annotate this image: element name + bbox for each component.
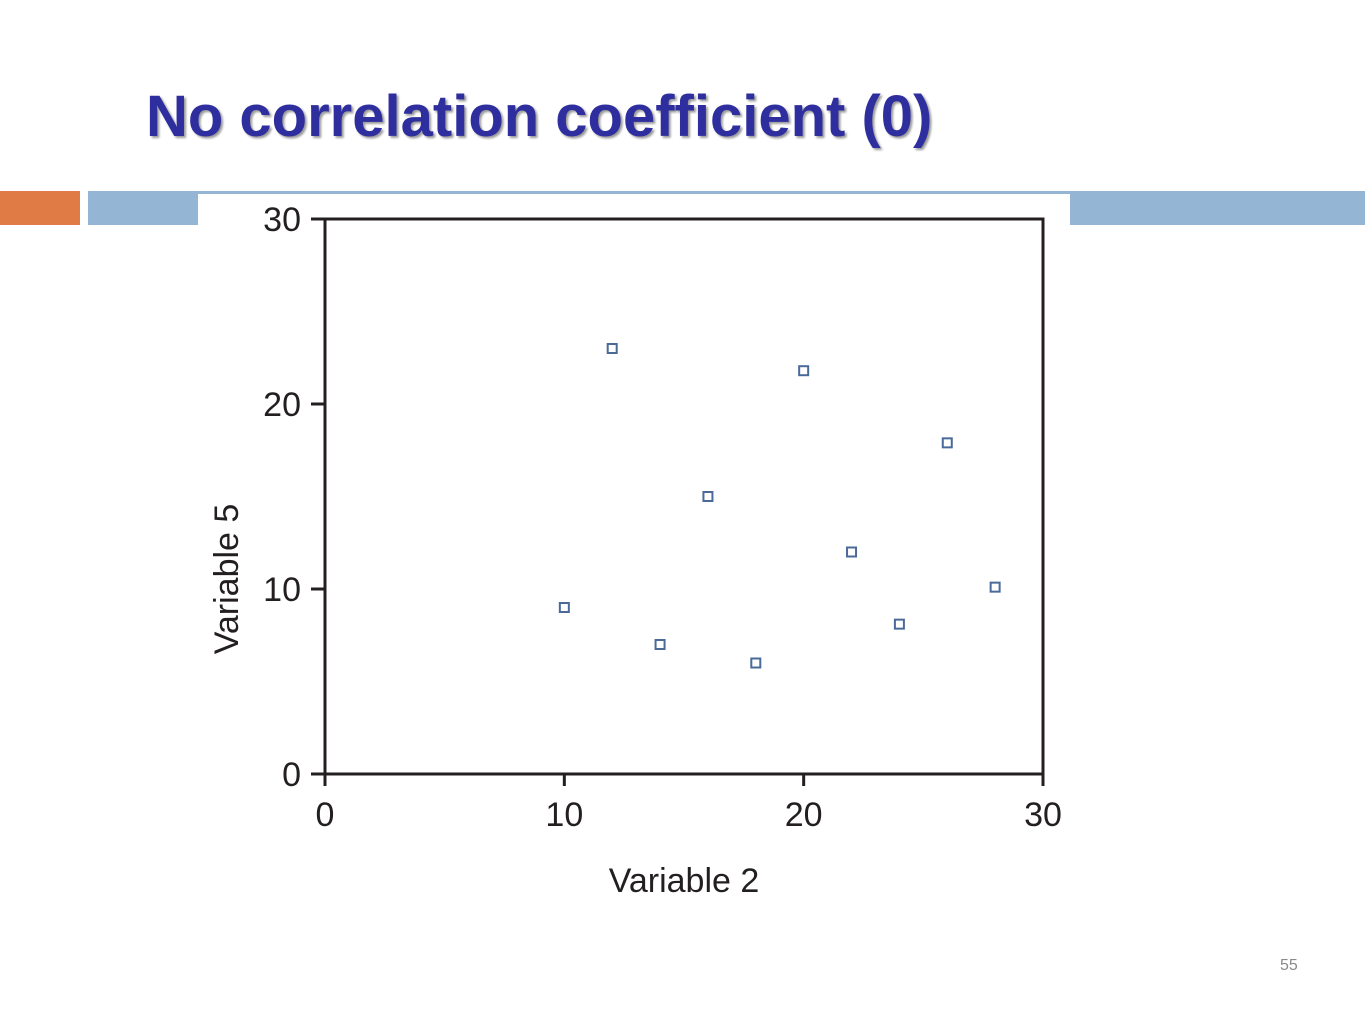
y-tick-label: 0 bbox=[282, 756, 301, 794]
data-point bbox=[798, 365, 810, 377]
chart-svg: 0 10 20 30 0 10 20 30 Variable 2 Variable 5 bbox=[208, 201, 1062, 900]
scatter-chart: 0 10 20 30 0 10 20 30 Variable 2 Variable 5 bbox=[198, 195, 1070, 915]
data-point bbox=[941, 437, 953, 449]
plot-frame bbox=[323, 217, 1045, 776]
slide-title: No correlation coefficient (0) bbox=[146, 84, 933, 149]
y-tick-label: 10 bbox=[263, 571, 301, 609]
data-point bbox=[654, 639, 666, 650]
accent-bar-blue-right bbox=[1070, 191, 1365, 225]
data-point bbox=[558, 602, 570, 613]
data-point bbox=[606, 343, 618, 354]
plot-border bbox=[323, 217, 1045, 776]
x-axis-label: Variable 2 bbox=[609, 862, 760, 900]
data-point bbox=[989, 581, 1001, 593]
x-axis-ticks: 0 10 20 30 bbox=[316, 774, 1062, 834]
data-points bbox=[558, 343, 1001, 669]
x-tick-label: 10 bbox=[545, 796, 583, 834]
x-tick-label: 20 bbox=[785, 796, 823, 834]
accent-rule bbox=[198, 191, 1070, 194]
data-point bbox=[750, 657, 762, 669]
y-axis-ticks: 0 10 20 30 bbox=[263, 201, 325, 794]
y-tick-label: 20 bbox=[263, 386, 301, 424]
accent-bar-blue-left bbox=[88, 191, 198, 225]
data-point bbox=[846, 546, 858, 558]
x-tick-label: 0 bbox=[316, 796, 335, 834]
x-tick-label: 30 bbox=[1024, 796, 1062, 834]
data-point bbox=[893, 618, 905, 630]
accent-bar-orange bbox=[0, 191, 80, 225]
y-tick-label: 30 bbox=[263, 201, 301, 239]
page-number: 55 bbox=[1280, 957, 1298, 974]
data-point bbox=[702, 491, 714, 502]
y-axis-label: Variable 5 bbox=[208, 504, 246, 655]
